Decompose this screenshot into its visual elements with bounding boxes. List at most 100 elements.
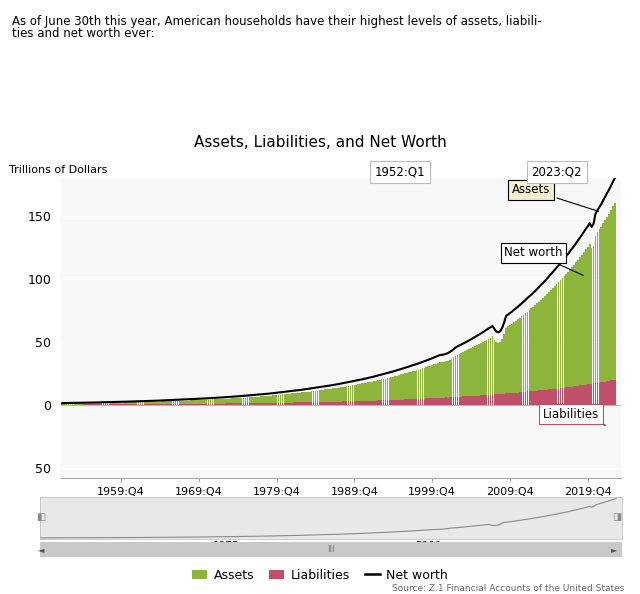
Bar [412, 399, 413, 405]
Bar [202, 404, 204, 405]
Bar [182, 404, 184, 405]
Bar [596, 232, 598, 405]
Bar [254, 403, 256, 405]
Bar [272, 403, 273, 405]
Bar [542, 298, 544, 405]
Bar [85, 403, 87, 405]
Bar [120, 403, 122, 405]
Bar [274, 395, 276, 405]
Bar [387, 378, 388, 405]
Bar [364, 401, 365, 405]
Bar [246, 397, 248, 405]
Bar [602, 382, 604, 405]
Bar [416, 399, 417, 405]
Bar [317, 402, 318, 405]
Bar [583, 385, 585, 405]
Bar [412, 371, 413, 405]
Bar [218, 403, 219, 405]
Bar [319, 390, 320, 405]
Bar [264, 403, 266, 405]
Bar [554, 286, 556, 405]
Bar [463, 396, 464, 405]
Bar [301, 402, 303, 405]
Bar [303, 402, 305, 405]
Bar [40, 497, 622, 539]
Bar [501, 394, 503, 405]
Bar [149, 402, 151, 405]
Bar [145, 402, 147, 405]
Text: Source: Z.1 Financial Accounts of the United States: Source: Z.1 Financial Accounts of the Un… [392, 584, 624, 593]
Bar [330, 402, 332, 405]
Bar [511, 393, 513, 405]
Bar [513, 393, 515, 405]
Bar [452, 397, 454, 405]
Bar [521, 317, 522, 405]
Bar [497, 343, 499, 405]
Bar [282, 394, 284, 405]
Bar [285, 394, 287, 405]
Bar [161, 404, 163, 405]
Bar [596, 383, 598, 405]
Bar [540, 300, 542, 405]
Bar [340, 387, 342, 405]
Bar [157, 402, 159, 405]
Bar [344, 387, 346, 405]
Bar [600, 227, 602, 405]
Bar [212, 404, 213, 405]
Bar [332, 388, 334, 405]
Bar [404, 374, 406, 405]
Bar [499, 394, 501, 405]
Bar [454, 397, 456, 405]
Bar [424, 399, 425, 405]
Bar [443, 397, 445, 405]
Bar [527, 312, 529, 405]
Bar [317, 390, 318, 405]
Bar [360, 384, 361, 405]
Bar [383, 400, 385, 405]
Bar [437, 363, 439, 405]
Bar [351, 386, 353, 405]
Bar [534, 391, 536, 405]
Bar [519, 318, 520, 405]
Bar [486, 395, 488, 405]
Bar [157, 404, 159, 405]
Bar [517, 393, 518, 405]
Bar [87, 403, 89, 405]
Bar [315, 402, 316, 405]
Bar [141, 404, 143, 405]
Bar [400, 374, 402, 405]
Bar [268, 403, 269, 405]
Bar [330, 388, 332, 405]
Bar [505, 393, 507, 405]
Bar [268, 396, 269, 405]
Bar [447, 397, 449, 405]
Bar [278, 403, 280, 405]
Bar [305, 392, 307, 405]
Bar [608, 381, 610, 405]
Bar [278, 395, 280, 405]
Bar [564, 276, 565, 405]
Bar [175, 404, 177, 405]
Bar [243, 403, 244, 405]
Bar [295, 393, 297, 405]
Bar [387, 400, 388, 405]
Bar [422, 368, 423, 405]
Bar [231, 399, 233, 405]
Bar [579, 257, 581, 405]
Bar [420, 399, 421, 405]
Bar [433, 364, 435, 405]
Bar [274, 403, 276, 405]
Bar [167, 402, 168, 405]
Bar [299, 393, 301, 405]
Bar [424, 368, 425, 405]
Bar [564, 387, 565, 405]
Bar [610, 210, 612, 405]
Bar [259, 397, 260, 405]
Bar [248, 397, 250, 405]
Bar [495, 394, 497, 405]
Bar [252, 403, 254, 405]
Bar [426, 399, 428, 405]
Text: Liabilities: Liabilities [543, 407, 605, 425]
Bar [89, 403, 91, 405]
Bar [589, 244, 591, 405]
